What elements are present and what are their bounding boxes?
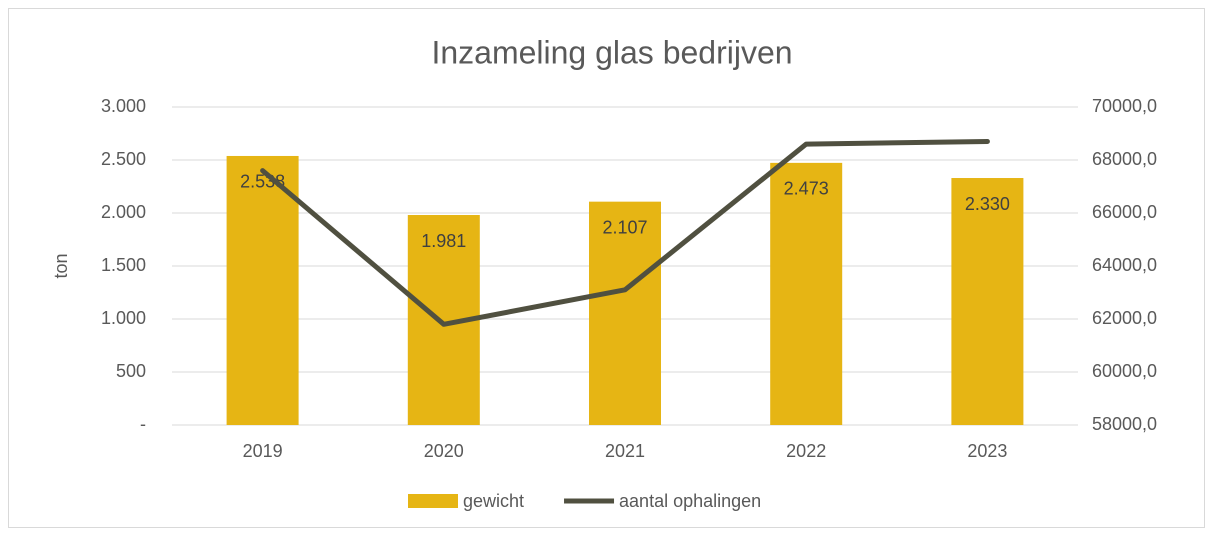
y-tick-label: 1.500: [101, 255, 146, 275]
x-tick-label: 2019: [243, 441, 283, 461]
y2-tick-label: 66000,0: [1092, 202, 1157, 222]
y-tick-label: 3.000: [101, 96, 146, 116]
data-label: 2.330: [965, 194, 1010, 214]
y-tick-label: -: [140, 414, 146, 434]
y-tick-label: 2.500: [101, 149, 146, 169]
x-tick-label: 2023: [967, 441, 1007, 461]
y2-tick-label: 68000,0: [1092, 149, 1157, 169]
y-tick-label: 2.000: [101, 202, 146, 222]
line: [260, 138, 990, 327]
data-label: 2.107: [602, 217, 647, 237]
y-tick-label: 1.000: [101, 308, 146, 328]
y2-tick-label: 62000,0: [1092, 308, 1157, 328]
data-label: 1.981: [421, 231, 466, 251]
legend-swatch: [408, 494, 458, 508]
y-axis-label: ton: [51, 253, 71, 278]
bar: [226, 155, 299, 426]
data-label: 2.538: [240, 172, 285, 192]
x-tick-label: 2021: [605, 441, 645, 461]
y2-tick-label: 58000,0: [1092, 414, 1157, 434]
x-tick-label: 2022: [786, 441, 826, 461]
bar: [951, 178, 1024, 425]
legend-label: aantal ophalingen: [619, 491, 761, 511]
legend-label: gewicht: [463, 491, 524, 511]
x-tick-label: 2020: [424, 441, 464, 461]
y-tick-label: 500: [116, 361, 146, 381]
y2-tick-label: 64000,0: [1092, 255, 1157, 275]
bar: [589, 201, 661, 425]
chart-title: Inzameling glas bedrijven: [431, 34, 792, 70]
data-label: 2.473: [784, 179, 829, 199]
y2-tick-label: 70000,0: [1092, 96, 1157, 116]
bar: [770, 162, 843, 425]
y2-tick-label: 60000,0: [1092, 361, 1157, 381]
